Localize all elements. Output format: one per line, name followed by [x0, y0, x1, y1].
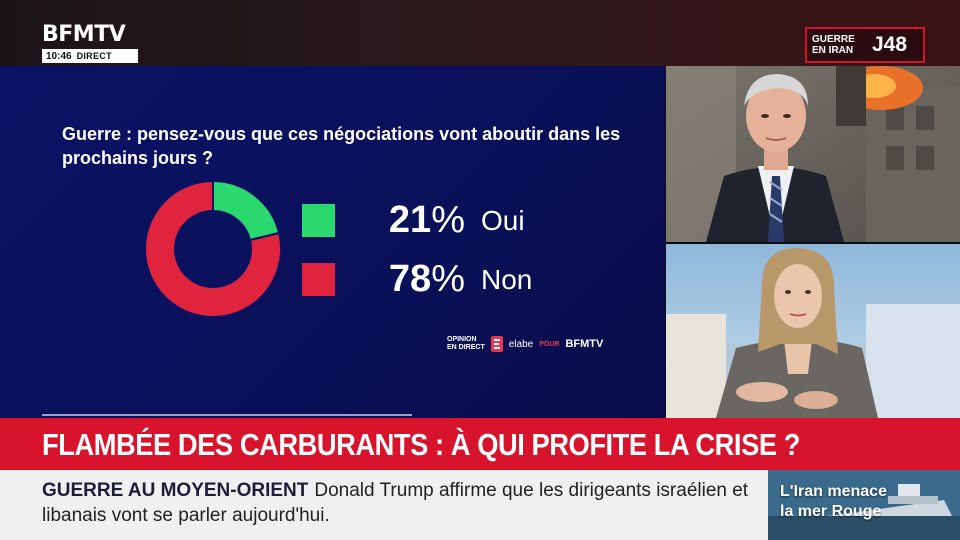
oui-label: Oui: [481, 204, 525, 236]
opinion-line2: EN DIRECT: [447, 344, 485, 351]
promo-tile: L'Iran menace la mer Rouge: [768, 470, 960, 540]
poll-question: Guerre : pensez-vous que ces négociation…: [62, 124, 621, 168]
poll-result-non: 78% Non: [302, 258, 532, 301]
ticker-message: Donald Trump affirme que les dirigeants …: [42, 480, 749, 526]
news-ticker: GUERRE AU MOYEN-ORIENT Donald Trump affir…: [0, 470, 768, 540]
promo-line1: L'Iran menace: [780, 483, 887, 500]
pour-label: POUR: [539, 340, 560, 348]
channel-branding: BFMTV 10:46 DIRECT: [42, 24, 138, 63]
war-badge-line2: EN IRAN: [812, 45, 854, 56]
top-bar: BFMTV 10:46 DIRECT GUERRE EN IRAN J48: [0, 0, 960, 66]
headline-banner: FLAMBÉE DES CARBURANTS : À QUI PROFITE L…: [0, 418, 960, 470]
elabe-name: elabe: [508, 338, 534, 350]
poll-credits: OPINION EN DIRECT elabe POUR BFMTV: [447, 336, 603, 352]
video-feed-anchor: [666, 66, 960, 242]
promo-text: L'Iran menace la mer Rouge: [780, 482, 887, 522]
war-badge-line1: GUERRE: [812, 34, 855, 45]
war-badge-text: GUERRE EN IRAN: [812, 34, 868, 56]
war-day-count: J48: [872, 33, 908, 56]
channel-logo: BFMTV: [42, 22, 126, 47]
oui-value: 21: [388, 199, 432, 241]
poll-donut-chart: [144, 179, 282, 318]
poll-panel: Guerre : pensez-vous que ces négociation…: [0, 66, 665, 418]
oui-percent-sign: %: [431, 199, 465, 241]
non-color-swatch: [302, 263, 335, 296]
bfmtv-credit: BFMTV: [565, 338, 604, 350]
donut-slice-non: [144, 179, 282, 318]
headline-text: FLAMBÉE DES CARBURANTS : À QUI PROFITE L…: [42, 427, 800, 462]
non-label: Non: [481, 263, 533, 295]
poll-result-oui: 21% Oui: [302, 199, 525, 242]
ship-image: [768, 470, 960, 540]
oui-percent: 21%: [335, 199, 465, 242]
oui-color-swatch: [302, 204, 335, 237]
non-percent: 78%: [335, 258, 465, 301]
clock: 10:46: [46, 50, 72, 62]
elabe-logo-icon: [490, 336, 503, 352]
clock-bar: 10:46 DIRECT: [42, 49, 138, 63]
non-value: 78: [388, 258, 432, 300]
opinion-en-direct-logo: OPINION EN DIRECT: [447, 336, 485, 352]
ticker-content: GUERRE AU MOYEN-ORIENT Donald Trump affir…: [42, 478, 762, 528]
video-feed-guest: [666, 244, 960, 418]
opinion-line1: OPINION: [447, 336, 477, 343]
donut-slice-oui: [212, 179, 281, 242]
ticker-category: GUERRE AU MOYEN-ORIENT: [42, 480, 309, 501]
war-day-badge: GUERRE EN IRAN J48: [805, 27, 925, 63]
live-label: DIRECT: [76, 51, 112, 61]
promo-line2: la mer Rouge: [780, 503, 882, 520]
poll-divider: [42, 414, 412, 416]
non-percent-sign: %: [431, 258, 465, 300]
